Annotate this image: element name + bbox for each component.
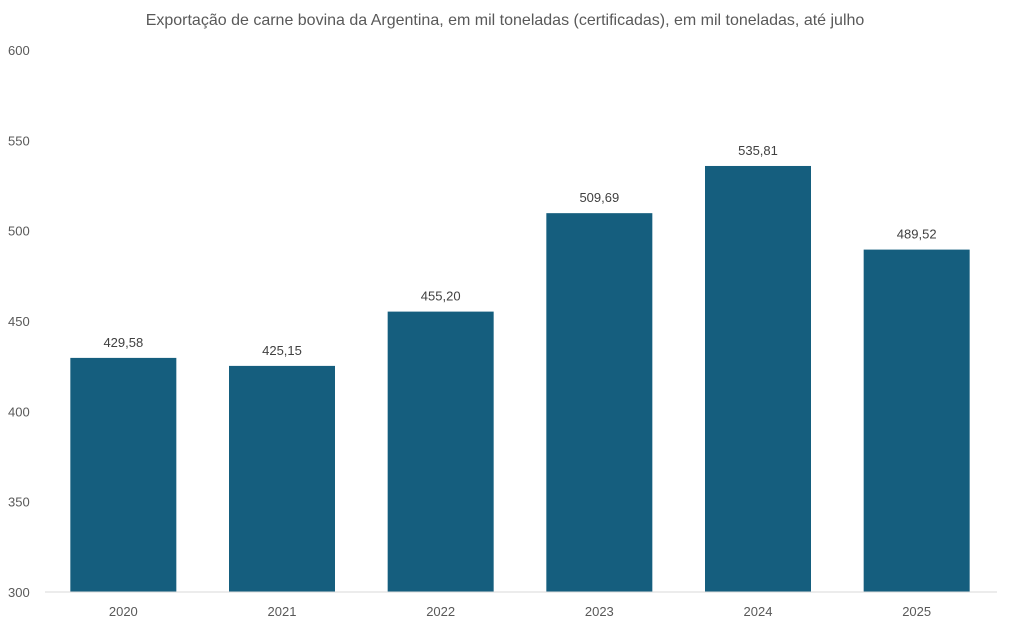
x-tick-label: 2021 xyxy=(268,604,297,619)
bar-2024 xyxy=(705,165,811,592)
bar-2021 xyxy=(229,365,335,592)
y-tick-label: 450 xyxy=(8,314,30,329)
y-tick-label: 350 xyxy=(8,495,30,510)
data-label: 489,52 xyxy=(897,227,937,242)
y-tick-label: 500 xyxy=(8,224,30,239)
x-tick-label: 2025 xyxy=(902,604,931,619)
data-label: 455,20 xyxy=(421,289,461,304)
data-label: 425,15 xyxy=(262,343,302,358)
x-tick-label: 2022 xyxy=(426,604,455,619)
x-axis: 2020 2021 2022 2023 2024 2025 xyxy=(109,604,931,619)
data-label: 509,69 xyxy=(579,190,619,205)
chart-title: Exportação de carne bovina da Argentina,… xyxy=(146,12,865,29)
bars: 429,58 425,15 455,20 509,69 535,81 489,52 xyxy=(70,143,970,593)
bar-2025 xyxy=(863,249,970,593)
bar-2023 xyxy=(546,213,653,592)
y-tick-label: 300 xyxy=(8,585,30,600)
data-label: 429,58 xyxy=(103,335,143,350)
bar-2020 xyxy=(70,357,177,592)
data-label: 535,81 xyxy=(738,143,778,158)
x-tick-label: 2023 xyxy=(585,604,614,619)
x-tick-label: 2024 xyxy=(744,604,773,619)
y-tick-label: 400 xyxy=(8,404,30,419)
y-tick-label: 550 xyxy=(8,133,30,148)
y-tick-label: 600 xyxy=(8,43,30,58)
y-axis: 300 350 400 450 500 550 600 xyxy=(8,43,30,600)
bar-2022 xyxy=(387,311,494,592)
x-tick-label: 2020 xyxy=(109,604,138,619)
